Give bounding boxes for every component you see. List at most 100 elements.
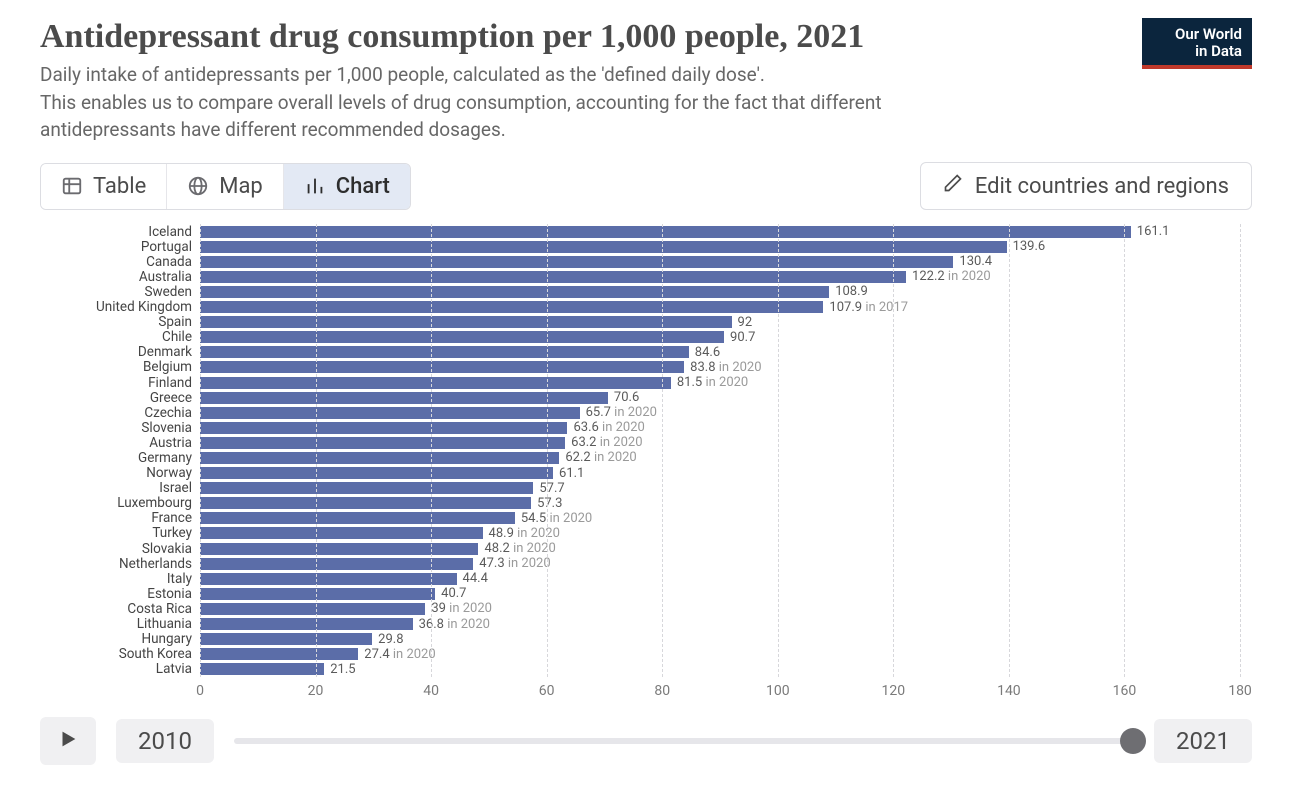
- bar-country-label: Lithuania: [40, 616, 200, 632]
- bar-row[interactable]: Czechia65.7 in 2020: [40, 405, 1252, 420]
- page: Antidepressant drug consumption per 1,00…: [0, 0, 1292, 785]
- bar-row[interactable]: Slovakia48.2 in 2020: [40, 541, 1252, 556]
- tab-chart[interactable]: Chart: [284, 164, 410, 209]
- bar-country-label: Turkey: [40, 525, 200, 541]
- bar-track: 63.2 in 2020: [200, 435, 1240, 450]
- bar-country-label: Netherlands: [40, 556, 200, 572]
- bar-country-label: Latvia: [40, 661, 200, 677]
- bar-country-label: Luxembourg: [40, 495, 200, 511]
- bar-fill: [200, 527, 483, 539]
- bar-row[interactable]: South Korea27.4 in 2020: [40, 647, 1252, 662]
- bar-row[interactable]: France54.5 in 2020: [40, 511, 1252, 526]
- bar-track: 63.6 in 2020: [200, 420, 1240, 435]
- bar-row[interactable]: Chile 90.7: [40, 330, 1252, 345]
- tab-table[interactable]: Table: [41, 164, 167, 209]
- bar-fill: [200, 512, 515, 524]
- bar-row[interactable]: Lithuania 36.8 in 2020: [40, 616, 1252, 631]
- globe-icon: [187, 175, 209, 197]
- bar-row[interactable]: Slovenia63.6 in 2020: [40, 420, 1252, 435]
- bar-track: 61.1: [200, 466, 1240, 481]
- bar-fill: [200, 286, 829, 298]
- bar-row[interactable]: Iceland161.1: [40, 224, 1252, 239]
- edit-countries-button[interactable]: Edit countries and regions: [920, 162, 1252, 210]
- play-button[interactable]: [40, 717, 96, 765]
- controls-row: Table Map: [40, 162, 1252, 210]
- bar-list: Iceland161.1Portugal139.6Canada130.4Aust…: [40, 224, 1252, 677]
- bar-value-label: 108.9: [829, 284, 868, 299]
- bar-country-label: Sweden: [40, 284, 200, 300]
- bar-value-label: 21.5: [324, 662, 355, 677]
- tab-chart-label: Chart: [336, 174, 390, 199]
- bar-value-suffix: in 2020: [719, 360, 762, 375]
- bar-country-label: Estonia: [40, 586, 200, 602]
- bar-fill: [200, 452, 559, 464]
- tab-map[interactable]: Map: [167, 164, 284, 209]
- bar-track: 39 in 2020: [200, 601, 1240, 616]
- bar-row[interactable]: Luxembourg57.3: [40, 496, 1252, 511]
- bar-country-label: Italy: [40, 571, 200, 587]
- bar-country-label: Belgium: [40, 359, 200, 375]
- bar-row[interactable]: Greece70.6: [40, 390, 1252, 405]
- bar-value-label: 92: [732, 315, 753, 330]
- bar-value-label: 122.2 in 2020: [906, 269, 991, 284]
- bar-country-label: Finland: [40, 375, 200, 391]
- bar-row[interactable]: Finland81.5 in 2020: [40, 375, 1252, 390]
- timeline-slider[interactable]: [234, 738, 1134, 744]
- bar-track: 84.6: [200, 345, 1240, 360]
- timeline-thumb[interactable]: [1120, 728, 1146, 754]
- bar-row[interactable]: Denmark84.6: [40, 345, 1252, 360]
- bar-row[interactable]: United Kingdom107.9 in 2017: [40, 300, 1252, 315]
- bar-row[interactable]: Austria63.2 in 2020: [40, 435, 1252, 450]
- bar-fill: [200, 361, 684, 373]
- bar-fill: [200, 331, 724, 343]
- bar-track: 108.9: [200, 284, 1240, 299]
- bar-row[interactable]: Israel57.7: [40, 481, 1252, 496]
- x-axis: [40, 677, 1252, 699]
- timeline: 2010 2021: [40, 717, 1252, 765]
- bar-track: 81.5 in 2020: [200, 375, 1240, 390]
- bar-country-label: Chile: [40, 329, 200, 345]
- bar-track: 48.9 in 2020: [200, 526, 1240, 541]
- timeline-start-year: 2010: [116, 719, 214, 763]
- bar-row[interactable]: Belgium83.8 in 2020: [40, 360, 1252, 375]
- bar-fill: [200, 256, 953, 268]
- bar-row[interactable]: Turkey48.9 in 2020: [40, 526, 1252, 541]
- bar-row[interactable]: Netherlands47.3 in 2020: [40, 556, 1252, 571]
- bar-row[interactable]: Italy44.4: [40, 571, 1252, 586]
- bar-row[interactable]: Sweden 108.9: [40, 284, 1252, 299]
- bar-value-label: 130.4: [953, 254, 992, 269]
- table-icon: [61, 175, 83, 197]
- bar-row[interactable]: Norway61.1: [40, 466, 1252, 481]
- bar-value-label: 39 in 2020: [425, 601, 492, 616]
- bar-row[interactable]: Costa Rica 39 in 2020: [40, 601, 1252, 616]
- bar-row[interactable]: Australia122.2 in 2020: [40, 269, 1252, 284]
- bar-country-label: Iceland: [40, 224, 200, 240]
- bar-fill: [200, 603, 425, 615]
- bar-country-label: Costa Rica: [40, 601, 200, 617]
- bar-fill: [200, 407, 580, 419]
- bar-value-label: 36.8 in 2020: [413, 617, 490, 632]
- edit-countries-label: Edit countries and regions: [975, 174, 1229, 199]
- bar-value-label: 40.7: [435, 586, 466, 601]
- bar-fill: [200, 467, 553, 479]
- bar-row[interactable]: Estonia 40.7: [40, 586, 1252, 601]
- bar-row[interactable]: Canada130.4: [40, 254, 1252, 269]
- bar-fill: [200, 618, 413, 630]
- bar-country-label: South Korea: [40, 646, 200, 662]
- bar-track: 57.3: [200, 496, 1240, 511]
- bar-row[interactable]: Spain92: [40, 315, 1252, 330]
- bar-row[interactable]: Latvia 21.5: [40, 662, 1252, 677]
- bar-row[interactable]: Portugal139.6: [40, 239, 1252, 254]
- bar-value-label: 29.8: [372, 632, 403, 647]
- bar-value-suffix: in 2020: [594, 450, 637, 465]
- bar-value-suffix: in 2020: [705, 375, 748, 390]
- bar-value-label: 90.7: [724, 330, 755, 345]
- bar-fill: [200, 377, 671, 389]
- bar-value-label: 63.6 in 2020: [567, 420, 644, 435]
- bar-fill: [200, 482, 533, 494]
- bar-fill: [200, 558, 473, 570]
- bar-row[interactable]: Hungary29.8: [40, 632, 1252, 647]
- bar-value-label: 54.5 in 2020: [515, 511, 592, 526]
- bar-row[interactable]: Germany62.2 in 2020: [40, 450, 1252, 465]
- bar-country-label: Germany: [40, 450, 200, 466]
